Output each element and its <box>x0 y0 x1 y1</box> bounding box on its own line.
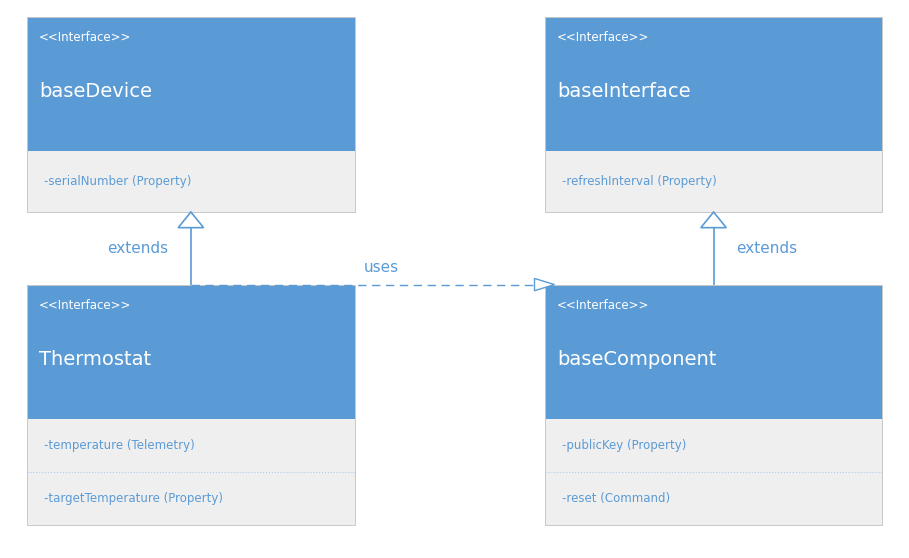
Text: -targetTemperature (Property): -targetTemperature (Property) <box>44 492 223 504</box>
Bar <box>545 285 882 418</box>
Text: <<Interface>>: <<Interface>> <box>557 31 650 44</box>
Text: baseInterface: baseInterface <box>557 82 691 101</box>
Text: -reset (Command): -reset (Command) <box>562 492 670 504</box>
Bar <box>545 17 882 151</box>
Bar <box>545 285 882 525</box>
Polygon shape <box>534 278 554 291</box>
Text: -serialNumber (Property): -serialNumber (Property) <box>44 175 191 188</box>
Bar <box>545 418 882 472</box>
Bar <box>27 151 355 212</box>
Text: -publicKey (Property): -publicKey (Property) <box>562 439 686 451</box>
Text: baseComponent: baseComponent <box>557 350 716 369</box>
Bar <box>27 472 355 525</box>
Polygon shape <box>701 212 726 228</box>
Bar <box>545 472 882 525</box>
Text: Thermostat: Thermostat <box>39 350 151 369</box>
Bar <box>27 285 355 418</box>
Text: baseDevice: baseDevice <box>39 82 152 101</box>
Bar <box>545 151 882 212</box>
Text: <<Interface>>: <<Interface>> <box>39 299 132 311</box>
Text: extends: extends <box>736 241 797 256</box>
Bar <box>27 17 355 151</box>
Text: -refreshInterval (Property): -refreshInterval (Property) <box>562 175 716 188</box>
Text: extends: extends <box>107 241 168 256</box>
Bar <box>545 17 882 212</box>
Polygon shape <box>178 212 204 228</box>
Text: -temperature (Telemetry): -temperature (Telemetry) <box>44 439 195 451</box>
Text: <<Interface>>: <<Interface>> <box>557 299 650 311</box>
Text: uses: uses <box>365 261 399 275</box>
Text: <<Interface>>: <<Interface>> <box>39 31 132 44</box>
Bar <box>27 17 355 212</box>
Bar <box>27 418 355 472</box>
Bar <box>27 285 355 525</box>
